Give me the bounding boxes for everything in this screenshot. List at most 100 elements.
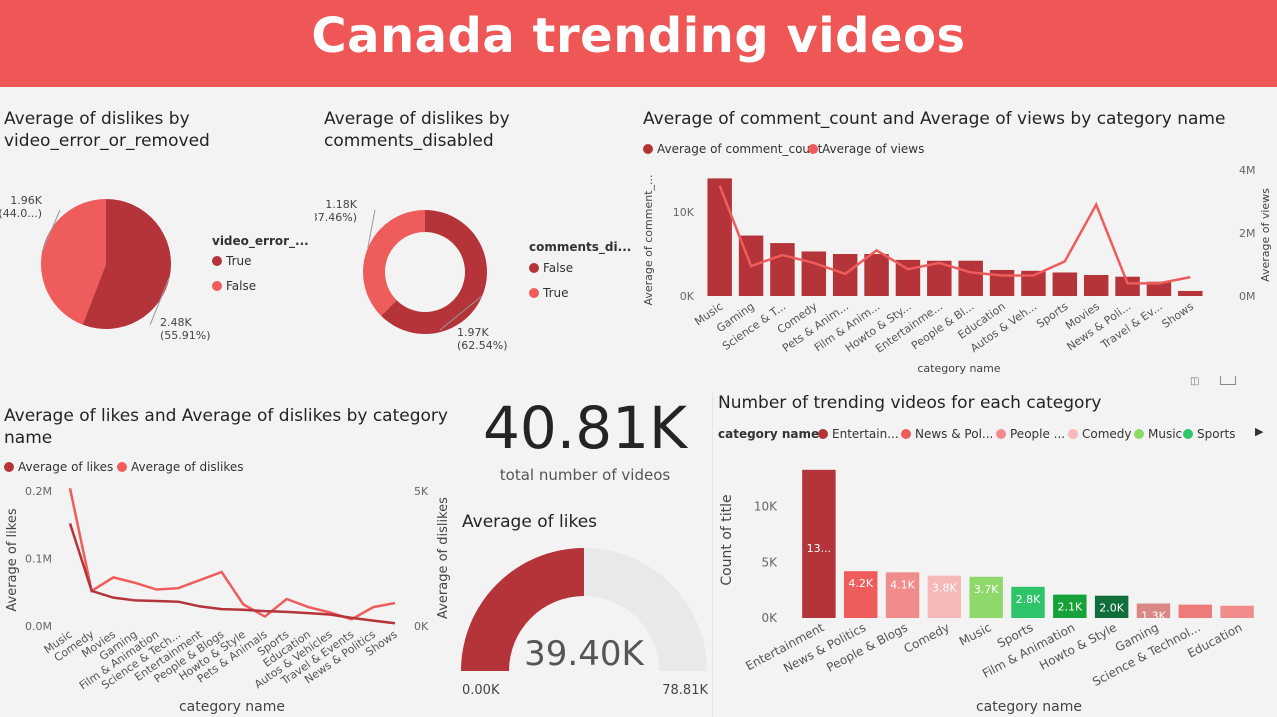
y-tick-label: 10K — [673, 206, 695, 219]
count-title: Number of trending videos for each categ… — [718, 393, 1102, 413]
total-videos-label: total number of videos — [499, 466, 671, 484]
combo-legend-comment[interactable]: Average of comment_count — [643, 142, 822, 156]
leader-line — [439, 295, 483, 331]
legend-dot-icon — [1134, 429, 1144, 439]
count-bar — [1011, 586, 1045, 618]
y-tick-label: 0.1M — [25, 553, 52, 566]
comment-count-bar — [1052, 272, 1078, 296]
count-legend-item[interactable]: Sports — [1183, 427, 1235, 441]
likes-chart[interactable]: 0.0M0.1M0.2M0K5KMusicComedyMoviesGamingF… — [0, 478, 460, 717]
count-chart[interactable]: 0K 5K 10K 13... 4.2K 4.1K 3.8K 3.7K 2.8K 2.1K 2.0K… — [713, 445, 1277, 717]
pie1-legend-false[interactable]: False — [212, 279, 256, 293]
leader-line — [41, 209, 61, 253]
pie2-legend-false[interactable]: False — [529, 261, 573, 275]
pie1-chart[interactable]: 2.48K(55.91%) 1.96K(44.0...) — [0, 160, 210, 360]
comment-count-bar — [1178, 290, 1203, 296]
bar-value-label: 4.1K — [890, 578, 915, 591]
legend-dot-icon — [1183, 429, 1193, 439]
x-tick-label: Music — [957, 620, 994, 648]
pie-slice — [82, 199, 171, 329]
y-tick-label: 10K — [754, 500, 778, 514]
pie2-legend-title: comments_di... — [529, 240, 632, 254]
pie2-legend-true[interactable]: True — [529, 286, 569, 300]
count-legend-item[interactable]: News & Pol... — [901, 427, 993, 441]
pie2-chart[interactable]: 1.97K(62.54%) 1.18K(37.46%) — [315, 160, 525, 360]
y2-axis-title: Average of dislikes — [436, 497, 451, 619]
likes-title: Average of likes and Average of dislikes… — [4, 406, 448, 448]
legend-dot-icon — [212, 256, 222, 266]
total-videos-value: 40.81K — [482, 394, 688, 462]
y-tick-label: 0K — [761, 611, 778, 625]
comment-count-bar — [895, 259, 921, 296]
legend-dot-icon — [529, 288, 539, 298]
slice-percent-label: (62.54%) — [457, 339, 508, 352]
gauge-title: Average of likes — [462, 512, 598, 532]
count-bar — [802, 469, 836, 618]
count-bar — [885, 572, 920, 618]
leader-line — [149, 275, 171, 326]
count-bar — [1136, 603, 1171, 618]
count-bar — [1178, 604, 1212, 618]
count-legend-item[interactable]: Comedy — [1068, 427, 1132, 441]
bar-value-label: 13... — [807, 542, 832, 555]
likes-legend-likes[interactable]: Average of likes — [4, 460, 113, 474]
legend-dot-icon — [808, 144, 818, 154]
gauge-fill — [461, 548, 584, 671]
panel-divider — [712, 392, 713, 717]
gauge-chart[interactable]: 39.40K 0.00K 78.81K — [450, 540, 715, 717]
bar-value-label: 3.7K — [974, 583, 999, 596]
legend-dot-icon — [212, 281, 222, 291]
slice-value-label: 1.97K — [457, 326, 489, 339]
gauge-min-label: 0.00K — [462, 683, 500, 698]
slice-value-label: 1.96K — [10, 194, 42, 207]
legend-dot-icon — [996, 429, 1006, 439]
pie-slice — [363, 210, 425, 316]
count-bar — [1094, 595, 1129, 618]
gauge-value-label: 39.40K — [524, 634, 645, 674]
leader-line — [367, 209, 376, 249]
y-axis-title: Average of likes — [5, 508, 20, 611]
x-axis-title: category name — [917, 362, 1001, 375]
dislikes-line — [68, 488, 396, 621]
legend-label: Music — [1148, 427, 1183, 441]
pie2-title: Average of dislikes by comments_disabled — [324, 109, 510, 151]
bar-value-label: 2.0K — [1099, 602, 1124, 615]
y2-tick-label: 5K — [414, 485, 429, 498]
y-tick-label: 0.2M — [25, 485, 52, 498]
comment-count-bar — [707, 178, 732, 296]
count-bar — [1053, 594, 1087, 618]
y2-tick-label: 0K — [414, 620, 429, 633]
slice-value-label: 1.18K — [325, 198, 357, 211]
slice-percent-label: (44.0...) — [0, 207, 42, 220]
slice-percent-label: (55.91%) — [160, 329, 210, 342]
x-axis-title: category name — [976, 699, 1082, 715]
comment-count-bar — [1115, 276, 1140, 296]
pie1-legend-title: video_error_... — [212, 234, 309, 248]
y-tick-label: 0K — [680, 290, 695, 303]
x-axis-title: category name — [179, 699, 285, 715]
count-bar — [1220, 605, 1254, 618]
pie1-legend-true[interactable]: True — [212, 254, 252, 268]
count-legend-item[interactable]: People ... — [996, 427, 1065, 441]
legend-next-arrow-icon[interactable]: ▶ — [1255, 425, 1264, 438]
comment-count-bar — [1083, 275, 1109, 296]
count-legend-item[interactable]: Music — [1134, 427, 1182, 441]
count-legend-item[interactable]: Entertain... — [818, 427, 899, 441]
y-tick-label: 5K — [761, 555, 778, 569]
title-banner — [0, 0, 1277, 87]
count-bar — [927, 575, 962, 618]
y2-tick-label: 0M — [1239, 290, 1256, 303]
legend-dot-icon — [818, 429, 828, 439]
bar-value-label: 3.8K — [932, 582, 957, 595]
legend-dot-icon — [901, 429, 911, 439]
slice-percent-label: (37.46%) — [315, 211, 357, 224]
combo-legend-views[interactable]: Average of views — [808, 142, 924, 156]
bar-value-label: 2.1K — [1057, 601, 1082, 614]
legend-label: Sports — [1197, 427, 1236, 441]
likes-legend-dislikes[interactable]: Average of dislikes — [117, 460, 244, 474]
more-options-icon[interactable] — [1220, 376, 1236, 385]
focus-mode-icon[interactable]: ◫ — [1190, 376, 1200, 387]
slice-value-label: 2.48K — [160, 316, 192, 329]
legend-dot-icon — [643, 144, 653, 154]
